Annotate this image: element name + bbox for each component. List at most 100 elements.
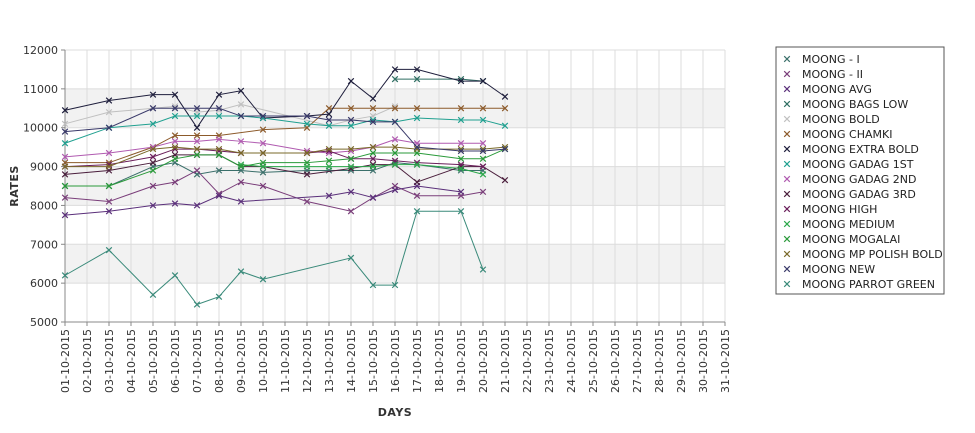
data-point [457, 188, 465, 196]
data-point [325, 122, 333, 129]
x-tick-label: 20-10-2015 [477, 329, 490, 393]
data-point [457, 165, 465, 172]
data-point [259, 140, 267, 147]
data-point [193, 151, 201, 159]
data-point [325, 110, 333, 118]
x-tick-label: 27-10-2015 [631, 329, 644, 393]
legend-label: MOONG AVG [802, 83, 872, 96]
data-point [259, 126, 267, 133]
y-axis-title: RATES [8, 165, 21, 207]
data-point [501, 122, 509, 129]
data-point [413, 192, 421, 199]
data-point [479, 171, 487, 178]
series-line [64, 148, 484, 168]
data-point [501, 93, 509, 100]
data-point [479, 140, 487, 147]
series-line [64, 154, 506, 183]
series-moong-high [61, 145, 487, 170]
x-tick-label: 16-10-2015 [389, 329, 402, 393]
y-axis-ticks: 5000 6000 7000 8000 9000 10000 11000 12000 [23, 44, 65, 329]
legend-item: MOONG MP POLISH BOLD [783, 248, 943, 261]
data-point [347, 116, 355, 124]
x-tick-label: 01-10-2015 [59, 329, 72, 393]
data-point [193, 112, 201, 120]
data-point [325, 116, 333, 124]
x-tick-label: 07-10-2015 [191, 329, 204, 393]
data-point [325, 157, 333, 164]
legend-label: MOONG GADAG 1ST [802, 158, 914, 171]
data-point [259, 169, 267, 176]
data-point [237, 138, 245, 145]
data-point [171, 272, 179, 279]
data-point [391, 75, 399, 83]
data-point [149, 120, 157, 128]
x-tick-label: 09-10-2015 [235, 329, 248, 393]
x-tick-label: 30-10-2015 [697, 329, 710, 393]
series-line [395, 78, 484, 82]
series-moong-mogalai [61, 145, 509, 190]
data-point [171, 178, 179, 186]
data-point [149, 291, 157, 299]
x-axis-ticks: 01-10-2015 02-10-2015 03-10-2015 04-10-2015… [59, 322, 732, 393]
legend-marker [783, 70, 791, 78]
data-point [479, 105, 487, 112]
data-point [193, 138, 201, 145]
x-tick-label: 25-10-2015 [587, 329, 600, 393]
x-tick-label: 04-10-2015 [125, 329, 138, 393]
x-tick-label: 13-10-2015 [323, 329, 336, 393]
legend-item: MOONG CHAMKI [783, 128, 892, 141]
data-point [193, 202, 201, 209]
y-tick-label: 6000 [30, 277, 58, 290]
x-tick-label: 19-10-2015 [455, 329, 468, 393]
data-point [149, 202, 157, 209]
data-point [61, 120, 69, 128]
data-point [61, 182, 69, 190]
data-point [347, 122, 355, 129]
legend-item: MOONG - II [783, 68, 863, 81]
legend-marker [783, 130, 791, 138]
x-tick-label: 14-10-2015 [345, 329, 358, 393]
data-point [105, 163, 113, 170]
data-point [303, 149, 311, 157]
data-point [391, 105, 399, 112]
data-point [347, 155, 355, 163]
data-point [215, 91, 223, 98]
data-point [391, 136, 399, 143]
legend-marker [783, 145, 791, 153]
data-point [479, 116, 487, 124]
data-point [391, 149, 399, 157]
data-point [457, 147, 465, 155]
legend-marker [783, 85, 791, 93]
data-point [171, 112, 179, 120]
data-point [369, 95, 377, 102]
legend-item: MOONG MOGALAI [783, 233, 900, 246]
legend-label: MOONG PARROT GREEN [802, 278, 935, 291]
data-point [413, 66, 421, 73]
series-moong-parrot-green [61, 208, 487, 308]
x-tick-label: 31-10-2015 [719, 329, 732, 393]
data-point [171, 138, 179, 145]
legend: MOONG - I MOONG - II MOONG AVG MOONG BAGS L… [775, 46, 945, 295]
legend-item: MOONG GADAG 3RD [783, 188, 916, 201]
data-point [215, 136, 223, 143]
data-point [369, 281, 377, 289]
legend-label: MOONG - I [802, 53, 860, 66]
data-point [149, 153, 157, 161]
data-point [215, 192, 223, 199]
data-point [347, 254, 355, 262]
data-point [215, 167, 223, 174]
legend-marker [783, 220, 791, 228]
x-tick-label: 10-10-2015 [257, 329, 270, 393]
x-tick-label: 02-10-2015 [81, 329, 94, 393]
data-point [347, 105, 355, 112]
data-point [215, 151, 223, 159]
data-point [325, 192, 333, 199]
data-point [501, 145, 509, 153]
data-point [347, 163, 355, 170]
data-point [457, 105, 465, 112]
legend-label: MOONG MOGALAI [802, 233, 900, 246]
x-tick-label: 23-10-2015 [543, 329, 556, 393]
data-point [391, 186, 399, 194]
data-point [105, 198, 113, 205]
series-line [64, 138, 483, 158]
